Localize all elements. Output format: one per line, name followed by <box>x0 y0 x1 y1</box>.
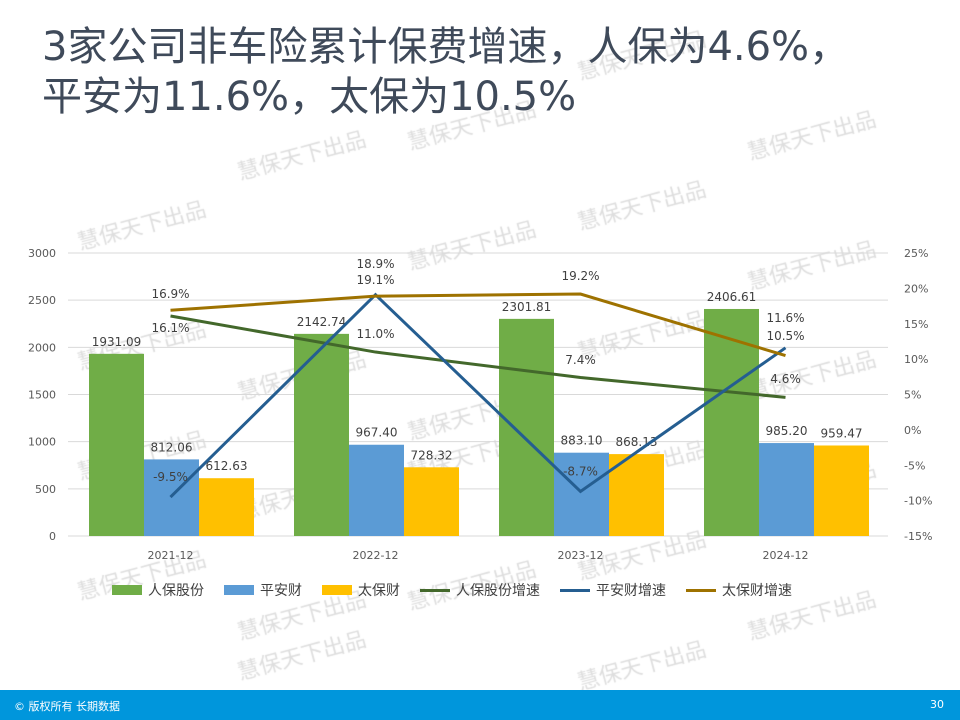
left-axis-tick: 1000 <box>28 436 56 449</box>
category-label: 2023-12 <box>558 549 604 562</box>
category-label: 2021-12 <box>148 549 194 562</box>
legend-marker <box>420 588 450 592</box>
line-data-label: -9.5% <box>153 470 188 484</box>
legend: 人保股份 平安财 太保财 人保股份增速 平安财增速 太保财增速 <box>112 580 792 600</box>
left-axis-tick: 3000 <box>28 247 56 260</box>
left-axis-tick: 0 <box>49 530 56 543</box>
right-axis-tick: 15% <box>904 318 928 331</box>
line-data-label: 4.6% <box>770 372 801 386</box>
legend-marker <box>686 588 716 592</box>
legend-marker <box>112 585 142 595</box>
legend-label: 人保股份增速 <box>456 583 540 599</box>
legend-marker <box>224 585 254 595</box>
line-data-label: 18.9% <box>356 257 394 271</box>
line-data-label: 10.5% <box>766 329 804 343</box>
line-data-label: 19.2% <box>561 269 599 283</box>
page-number: 30 <box>930 698 944 711</box>
title-line-1: 3家公司非车险累计保费增速，人保为4.6%， <box>42 24 850 70</box>
bar-data-label: 612.63 <box>206 459 248 473</box>
bar-data-label: 985.20 <box>766 424 808 438</box>
legend-item: 人保股份增速 <box>420 580 540 600</box>
legend-marker <box>560 588 590 592</box>
left-axis-tick: 2000 <box>28 341 56 354</box>
bar <box>814 445 869 536</box>
bar-data-label: 2406.61 <box>707 290 757 304</box>
slide-title: 3家公司非车险累计保费增速，人保为4.6%， 平安为11.6%，太保为10.5% <box>42 22 952 122</box>
bar-data-label: 2142.74 <box>297 315 347 329</box>
bar-data-label: 2301.81 <box>502 300 552 314</box>
category-label: 2022-12 <box>353 549 399 562</box>
bar <box>554 452 609 536</box>
bar-data-label: 967.40 <box>356 426 398 440</box>
bar <box>199 478 254 536</box>
bar-data-label: 728.32 <box>411 448 453 462</box>
right-axis-tick: 5% <box>904 389 921 402</box>
line-series <box>170 292 786 358</box>
legend-label: 太保财 <box>358 583 400 599</box>
right-axis-tick: 10% <box>904 353 928 366</box>
line-data-label: 7.4% <box>565 353 596 367</box>
legend-marker <box>322 585 352 595</box>
right-axis-tick: -10% <box>904 495 932 508</box>
right-axis-tick: 25% <box>904 247 928 260</box>
legend-label: 人保股份 <box>148 583 204 599</box>
line-data-label: -8.7% <box>563 464 598 478</box>
legend-item: 平安财 <box>224 580 302 600</box>
legend-item: 人保股份 <box>112 580 204 600</box>
bar-data-label: 1931.09 <box>92 335 142 349</box>
title-line-2: 平安为11.6%，太保为10.5% <box>42 74 577 120</box>
right-axis-tick: 0% <box>904 424 921 437</box>
bar <box>349 444 404 536</box>
legend-item: 太保财增速 <box>686 580 792 600</box>
line-data-label: 11.6% <box>766 311 804 325</box>
copyright-text: © 版权所有 长期数据 <box>14 700 120 713</box>
combo-chart: 0 500 1000 1500 2000 2500 3000 -15% -10% -5% 0% 5% 1… <box>28 247 932 562</box>
line-series <box>170 314 786 399</box>
bar <box>89 353 144 536</box>
bar-data-label: 883.10 <box>561 434 603 448</box>
line-data-label: 19.1% <box>356 273 394 287</box>
left-axis-tick: 500 <box>35 483 56 496</box>
bar <box>609 454 664 536</box>
footer-bar: © 版权所有 长期数据 30 <box>0 690 960 720</box>
right-axis-tick: 20% <box>904 282 928 295</box>
left-axis-tick: 2500 <box>28 294 56 307</box>
line-data-label: 11.0% <box>356 327 394 341</box>
bar <box>294 333 349 536</box>
legend-item: 太保财 <box>322 580 400 600</box>
bar <box>499 318 554 536</box>
legend-label: 平安财 <box>260 583 302 599</box>
line-data-label: 16.1% <box>151 321 189 335</box>
bar <box>704 308 759 536</box>
category-label: 2024-12 <box>763 549 809 562</box>
bar <box>404 467 459 536</box>
line-series <box>169 292 787 499</box>
bar-data-label: 959.47 <box>821 426 863 440</box>
bar <box>759 443 814 536</box>
legend-item: 平安财增速 <box>560 580 666 600</box>
right-axis-tick: -5% <box>904 459 925 472</box>
bar-data-label: 812.06 <box>151 440 193 454</box>
legend-label: 太保财增速 <box>722 583 792 599</box>
left-axis-tick: 1500 <box>28 389 56 402</box>
legend-label: 平安财增速 <box>596 583 666 599</box>
line-data-label: 16.9% <box>151 287 189 301</box>
right-axis-tick: -15% <box>904 530 932 543</box>
